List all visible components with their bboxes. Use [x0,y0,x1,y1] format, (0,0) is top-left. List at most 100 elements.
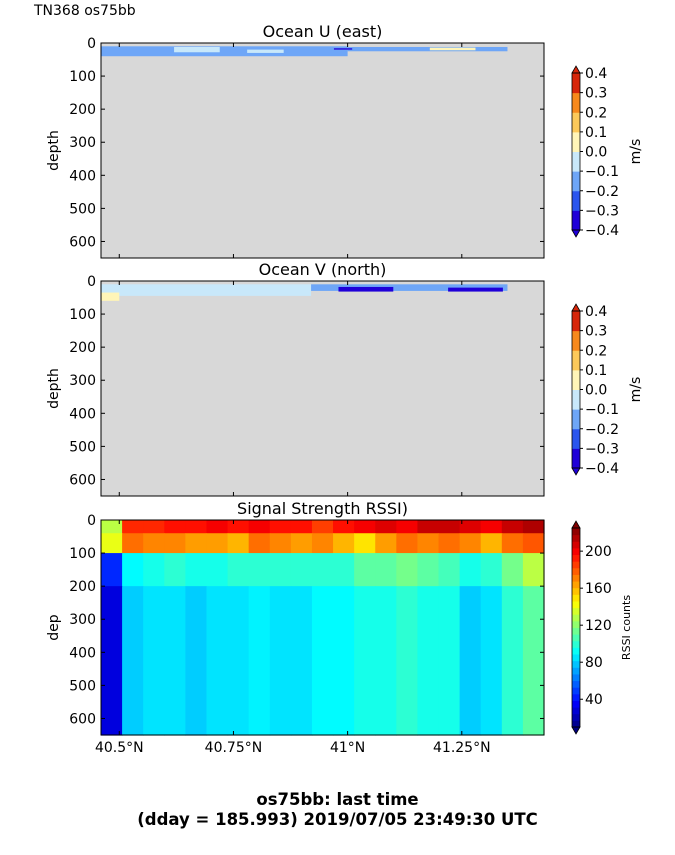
panel2-colorbar-segment [572,409,580,430]
panel3-colorbar-tick-label: 80 [585,655,603,671]
panel3-cell [206,533,229,554]
panel1-ylabel: depth [46,130,62,171]
panel3-cell [290,533,313,554]
panel3-cell [290,553,313,587]
panel3-ytick-label: 100 [69,546,96,562]
panel3-cell [459,533,482,554]
panel3-cell [227,586,250,736]
panel2-colorbar-segment [572,369,580,390]
panel3-cell [480,520,503,534]
panel2-ylabel: depth [46,368,62,409]
panel3-xtick-label: 41.25°N [433,740,491,756]
panel3-cell [417,520,440,534]
panel3-cell [227,553,250,587]
panel2-colorbar-extend-max [571,303,581,312]
panel3-colorbar-segment [572,594,580,602]
panel1-velocity-patch [174,46,220,53]
panel1-velocity-patch [333,48,353,50]
panel1-ytick-label: 400 [69,168,96,184]
panel2-colorbar-segment [572,428,580,449]
panel3-cell [143,533,165,554]
panel3-xtick-label: 40.5°N [95,740,144,756]
panel2-colorbar-segment [572,350,580,371]
panel2-colorbar-tick-label: −0.3 [585,441,619,457]
panel3-colorbar-segment [572,680,580,688]
panel3-cell [522,553,545,587]
panel3-cell [354,553,376,587]
panel2-ytick-label: 400 [69,406,96,422]
panel3-cell [354,533,376,554]
panel3-colorbar-segment [572,547,580,556]
panel3-colorbar-tick-label: 160 [585,581,612,597]
panel1-colorbar-tick-label: 0.3 [585,86,607,102]
panel3-cell [417,553,440,587]
panel3-colorbar-segment [572,687,580,695]
panel3-cell [333,533,355,554]
panel3-colorbar-segment [572,654,580,662]
panel3-cell [269,520,292,534]
panel2-ytick-label: 0 [87,274,96,290]
panel2-colorbar-tick-label: 0.0 [585,383,607,399]
panel3-cell [501,586,524,736]
panel2-axes-frame [100,280,545,497]
panel1-velocity-patch [101,46,348,57]
panel2-ytick-label: 600 [69,472,96,488]
panel1-colorbar-segment [572,73,580,94]
panel1-missing-area [101,43,544,258]
panel3-cell [248,520,271,534]
panel3-cell [185,520,208,534]
panel3-cell [185,586,208,736]
panel3-colorbar-tick-label: 120 [585,618,612,634]
panel1-colorbar-tick-label: −0.2 [585,184,619,200]
panel1-colorbar-segment [572,190,580,211]
panel3-cell [438,586,461,736]
panel3-cell [396,533,419,554]
panel3-colorbar [571,520,581,735]
panel3-colorbar-segment [572,567,580,575]
panel3-cell [438,533,461,554]
panel1-ytick-label: 500 [69,201,96,217]
panel2-velocity-patch [311,284,508,291]
panel3-ytick-label: 600 [69,711,96,727]
panel3-cell [396,553,419,587]
panel3-cell [480,533,503,554]
panel2-colorbar-tick-label: 0.3 [585,324,607,340]
panel3-cell [101,533,123,554]
panel3-cell [248,553,271,587]
panel2-colorbar-tick-label: 0.1 [585,363,607,379]
panel3-cell [438,520,461,534]
panel3-cell [480,586,503,736]
panel1-velocity-patch [429,47,476,51]
panel3-colorbar-segment [572,620,580,628]
panel1-colorbar-tick-label: 0.1 [585,125,607,141]
panel3-colorbar-extend-max [571,520,581,529]
panel3-colorbar-tick-label: 200 [585,544,612,560]
panel3-cell [122,553,144,587]
panel3-cell [206,520,229,534]
figure-corner-title: TN368 os75bb [34,3,136,19]
panel3-cell [396,520,419,534]
panel3-colorbar-segment [572,534,580,542]
panel1-colorbar-tick-label: −0.4 [585,223,619,239]
panel3-cell [143,586,165,736]
panel3-cell [480,553,503,587]
panel3-cell [375,586,397,736]
panel1-colorbar-segment [572,171,580,192]
panel3-cell [101,520,123,534]
panel3-colorbar-segment [572,574,580,582]
panel3-cell [459,586,482,736]
panel3-cell [522,586,545,736]
panel1-colorbar-segment [572,151,580,172]
panel3-ylabel: dep [46,614,62,641]
panel3-ytick-label: 300 [69,612,96,628]
panel3-cell [354,586,376,736]
panel1-ytick-label: 200 [69,102,96,118]
suptitle-line1: os75bb: last time [256,790,419,809]
panel3-colorbar-segment [572,581,580,589]
panel3-cell [143,553,165,587]
panel3-colorbar-segment [572,713,580,721]
panel3-cell [185,533,208,554]
panel2-ytick-label: 100 [69,307,96,323]
panel3-cell [248,586,271,736]
